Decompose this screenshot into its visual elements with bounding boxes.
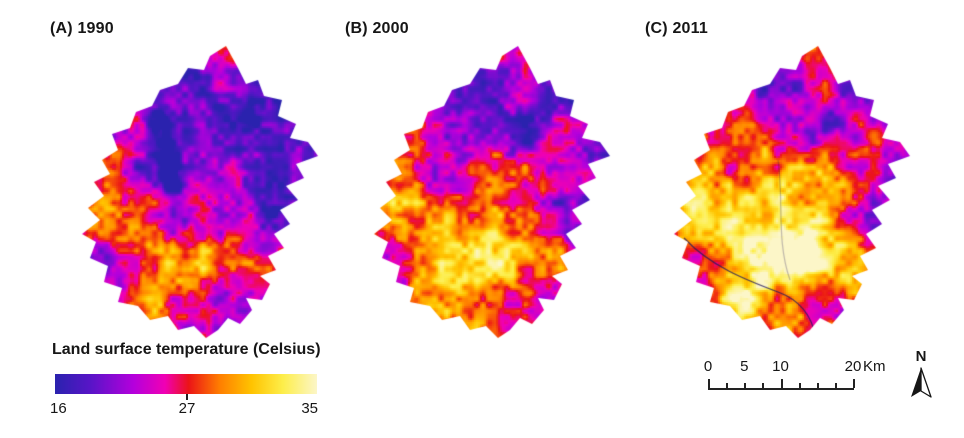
legend: Land surface temperature (Celsius) 16 27… xyxy=(50,341,332,431)
legend-max-label: 35 xyxy=(301,400,318,417)
lst-map-1990 xyxy=(58,40,338,345)
scale-bar-label: 0 xyxy=(703,358,713,375)
scale-bar-tick xyxy=(834,383,837,388)
north-arrow-icon xyxy=(911,367,932,398)
scale-bar-unit: Km xyxy=(863,358,886,375)
panel-label-2011: (C) 2011 xyxy=(645,20,708,37)
scale-bar-tick xyxy=(853,379,855,388)
scale-bar-tick xyxy=(816,383,819,388)
scale-bar-tick xyxy=(762,383,765,388)
panel-label-1990: (A) 1990 xyxy=(50,20,114,37)
legend-mid-label: 27 xyxy=(178,400,196,417)
scale-bar-baseline xyxy=(708,388,854,390)
scale-bar-label: 5 xyxy=(740,358,749,375)
north-arrow-label: N xyxy=(915,348,927,365)
panel-label-2000: (B) 2000 xyxy=(345,20,409,37)
scale-bar-tick xyxy=(726,383,729,388)
lst-map-2000 xyxy=(350,40,630,345)
scale-bar-label: 10 xyxy=(772,358,789,375)
scale-bar-label: 20 xyxy=(844,358,862,375)
scale-bar-tick xyxy=(708,379,710,388)
legend-title: Land surface temperature (Celsius) xyxy=(52,341,321,358)
legend-midpoint-tick xyxy=(186,394,188,400)
scale-bar-tick xyxy=(744,383,747,388)
legend-min-label: 16 xyxy=(50,400,67,417)
legend-colorbar xyxy=(55,374,317,394)
scale-bar-tick xyxy=(798,383,801,388)
north-arrow: N xyxy=(906,349,936,405)
scale-bar: Km 0 5 10 20 xyxy=(700,356,900,400)
lst-map-2011 xyxy=(650,40,930,345)
scale-bar-tick xyxy=(780,379,783,388)
